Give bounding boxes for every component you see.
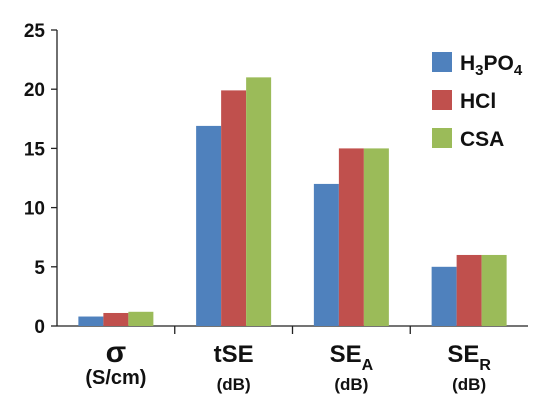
bar-h3po4-3 <box>431 266 457 326</box>
y-tick-label: 15 <box>24 139 46 160</box>
bar-csa-1 <box>246 77 272 326</box>
bar-h3po4-0 <box>78 316 104 326</box>
category-label: SER <box>447 341 491 374</box>
bar-csa-2 <box>363 148 389 326</box>
bar-hcl-0 <box>103 312 129 326</box>
bar-hcl-2 <box>338 148 364 326</box>
legend: H3PO4 HCl CSA <box>432 52 523 151</box>
category-label: σ <box>106 336 127 369</box>
category-label: tSE <box>214 341 254 368</box>
bar-hcl-1 <box>221 90 247 326</box>
category-unit: (dB) <box>452 375 486 394</box>
y-tick-label: 25 <box>24 21 46 42</box>
legend-label: CSA <box>460 128 504 151</box>
bar-csa-0 <box>128 311 154 326</box>
legend-swatch <box>432 128 452 148</box>
category-unit: (dB) <box>217 375 251 394</box>
bar-csa-3 <box>481 254 507 326</box>
y-tick-label: 10 <box>24 199 45 220</box>
category-unit: (dB) <box>334 375 368 394</box>
bars <box>78 77 507 327</box>
y-tick-labels: 0 5 10 15 20 25 <box>24 21 46 338</box>
legend-label: H3PO4 <box>460 52 523 79</box>
legend-swatch <box>432 52 452 72</box>
bar-h3po4-1 <box>196 125 222 327</box>
bar-h3po4-2 <box>313 183 339 326</box>
y-tick-label: 0 <box>34 317 45 338</box>
category-unit: (S/cm) <box>85 367 146 389</box>
y-tick-label: 5 <box>34 258 45 279</box>
legend-swatch <box>432 90 452 110</box>
bar-hcl-3 <box>456 254 482 326</box>
category-label: SEA <box>330 341 374 374</box>
legend-label: HCl <box>460 90 496 113</box>
y-tick-label: 20 <box>24 80 45 101</box>
category-labels: σ(S/cm)tSE(dB)SEA(dB)SER(dB) <box>85 336 491 394</box>
